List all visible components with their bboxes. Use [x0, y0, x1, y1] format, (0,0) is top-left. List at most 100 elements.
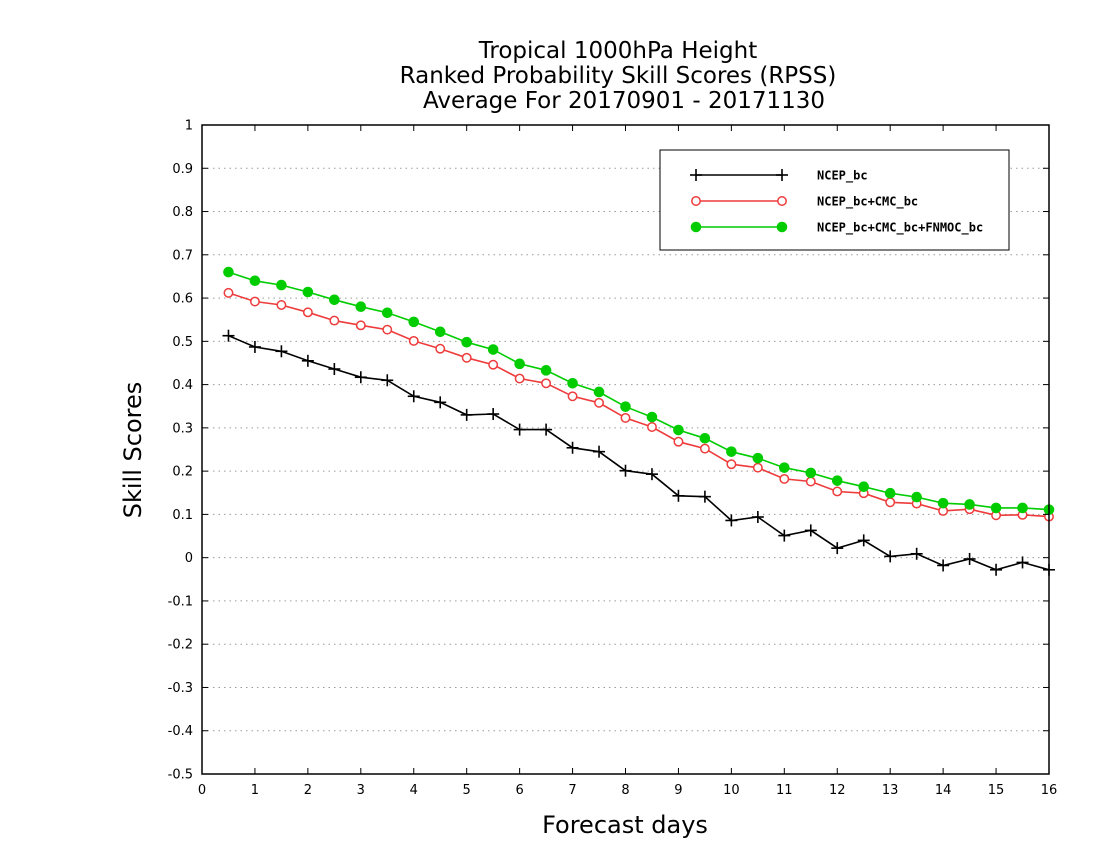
data-point-plus	[381, 374, 394, 387]
data-point-filled-circle	[884, 487, 896, 499]
data-point-filled-circle	[699, 432, 711, 444]
data-point-plus	[937, 559, 950, 572]
data-point-filled-circle	[831, 475, 843, 486]
data-point-plus	[690, 169, 702, 181]
data-point-filled-circle	[434, 326, 446, 338]
y-tick-label: 1	[185, 119, 193, 134]
x-tick-label: 13	[882, 783, 899, 798]
y-tick-label: -0.4	[168, 724, 193, 739]
series-1	[222, 329, 1055, 576]
x-tick-label: 9	[674, 783, 682, 798]
data-point-filled-circle	[540, 365, 552, 376]
data-point-plus	[831, 542, 844, 555]
x-tick-label: 14	[935, 783, 952, 798]
data-point-plus	[619, 464, 632, 477]
y-tick-label: -0.2	[168, 638, 193, 653]
x-tick-label: 10	[723, 783, 740, 798]
data-point-plus	[513, 423, 526, 436]
data-point-open-circle	[691, 196, 701, 206]
data-point-plus	[328, 363, 341, 376]
y-tick-label: 0.3	[172, 421, 193, 436]
data-point-plus	[540, 423, 553, 436]
data-point-open-circle	[382, 324, 393, 335]
data-point-plus	[248, 340, 261, 353]
data-point-open-circle	[777, 196, 787, 206]
data-point-open-circle	[488, 359, 499, 370]
y-tick-label: 0.6	[172, 292, 193, 307]
data-point-open-circle	[567, 391, 578, 402]
data-point-filled-circle	[690, 221, 702, 233]
title-line-1: Tropical 1000hPa Height	[478, 38, 758, 64]
x-tick-label: 11	[776, 783, 793, 798]
y-tick-label: 0.5	[172, 335, 193, 350]
data-point-plus	[698, 490, 711, 503]
data-point-open-circle	[885, 497, 896, 508]
data-point-plus	[301, 354, 314, 367]
x-tick-label: 16	[1041, 783, 1058, 798]
chart-title: Tropical 1000hPa Height Ranked Probabili…	[400, 38, 837, 114]
data-point-open-circle	[673, 436, 684, 447]
legend-box	[659, 149, 1010, 251]
x-tick-label: 1	[251, 783, 259, 798]
legend-entry-1: NCEP_bc	[690, 169, 868, 184]
legend-entry-3: NCEP_bc+CMC_bc+FNMOC_bc	[690, 221, 983, 236]
y-tick-label: -0.1	[168, 594, 193, 609]
x-tick-label: 7	[568, 783, 576, 798]
data-point-open-circle	[302, 307, 313, 318]
data-point-plus	[354, 371, 367, 384]
data-point-plus	[275, 345, 288, 358]
x-tick-label: 2	[304, 783, 312, 798]
data-point-open-circle	[329, 315, 340, 326]
data-point-filled-circle	[779, 462, 790, 473]
x-tick-label: 5	[463, 783, 471, 798]
data-point-plus	[434, 396, 447, 409]
data-point-filled-circle	[355, 301, 367, 313]
data-point-plus	[1016, 556, 1029, 569]
data-point-filled-circle	[858, 481, 870, 493]
x-tick-label: 12	[829, 783, 846, 798]
data-point-filled-circle	[646, 411, 658, 423]
x-tick-label: 4	[410, 783, 418, 798]
data-point-plus	[963, 552, 976, 565]
y-tick-label: -0.3	[168, 681, 193, 696]
data-point-plus	[910, 547, 923, 560]
data-point-open-circle	[594, 397, 604, 408]
data-point-filled-circle	[381, 307, 393, 319]
data-point-filled-circle	[964, 499, 975, 510]
data-point-open-circle	[647, 422, 657, 432]
data-point-plus	[804, 524, 817, 537]
data-point-open-circle	[832, 486, 843, 497]
data-point-filled-circle	[514, 358, 525, 370]
data-point-open-circle	[752, 462, 763, 473]
legend-label: NCEP_bc+CMC_bc	[817, 195, 918, 210]
data-point-open-circle	[408, 335, 419, 346]
data-point-filled-circle	[249, 275, 261, 287]
legend-label: NCEP_bc	[817, 169, 868, 184]
y-tick-label: 0.4	[172, 378, 193, 393]
legend: NCEP_bc NCEP_bc+CMC_bc NCEP_bc+CMC_bc+FNMO…	[659, 149, 1010, 251]
series-line	[228, 271, 1050, 511]
data-point-open-circle	[223, 287, 234, 298]
data-point-plus	[566, 441, 579, 454]
data-point-plus	[672, 489, 685, 502]
data-point-open-circle	[779, 473, 790, 484]
data-point-filled-circle	[461, 336, 472, 348]
data-point-filled-circle	[408, 316, 420, 328]
legend-label: NCEP_bc+CMC_bc+FNMOC_bc	[817, 221, 983, 236]
data-point-open-circle	[620, 412, 631, 423]
data-point-open-circle	[541, 378, 552, 389]
data-point-filled-circle	[805, 467, 817, 479]
y-tick-label: 0.1	[172, 508, 193, 523]
data-point-open-circle	[805, 476, 816, 487]
data-point-plus	[725, 514, 738, 527]
data-point-plus	[460, 408, 473, 421]
x-tick-label: 8	[621, 783, 629, 798]
x-tick-label: 15	[988, 783, 1005, 798]
series-2	[223, 287, 1054, 522]
data-point-plus	[778, 529, 791, 542]
title-line-3: Average For 20170901 - 20171130	[423, 88, 825, 114]
data-point-filled-circle	[776, 221, 788, 233]
y-tick-label: -0.5	[168, 768, 193, 783]
data-point-filled-circle	[937, 497, 949, 509]
